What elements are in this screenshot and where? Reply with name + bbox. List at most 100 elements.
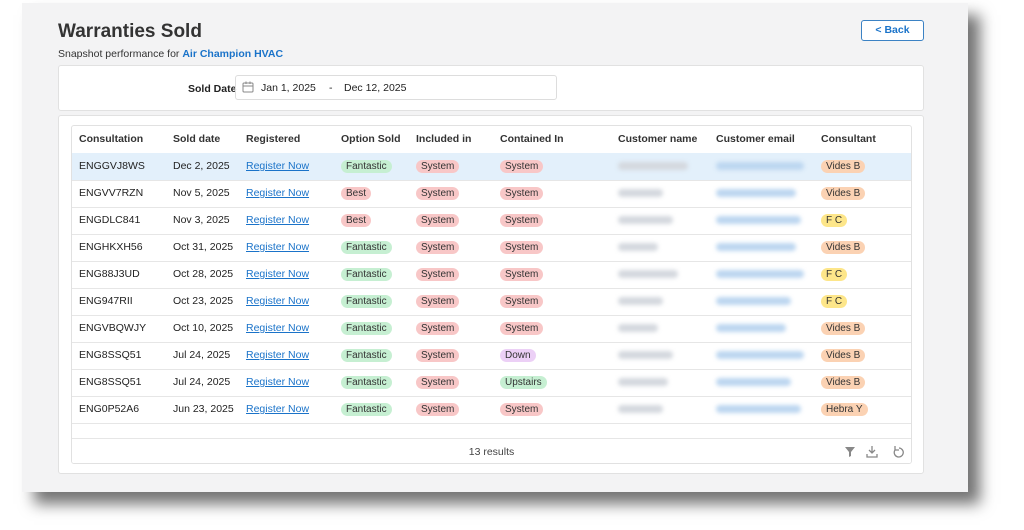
badge: Vides B [821,322,866,335]
table-cell [716,234,796,261]
table-cell: Register Now [246,288,309,315]
badge: System [500,322,544,335]
date-range-input[interactable]: Jan 1, 2025 - Dec 12, 2025 [235,75,557,100]
table-header-row: Consultation Sold date Registered Option So… [72,126,911,154]
table-cell: Fantastic [341,261,392,288]
badge: System [500,160,544,173]
column-header: Registered [246,133,301,145]
table-cell: Jul 24, 2025 [173,376,231,388]
badge: Best [341,214,372,227]
table: Consultation Sold date Registered Option So… [71,125,912,464]
table-row[interactable]: ENGVV7RZN Nov 5, 2025 Register Now Best Syst… [72,180,911,208]
table-cell: Jul 24, 2025 [173,349,231,361]
table-cell [618,342,673,369]
blurred-text [618,405,663,414]
register-link[interactable]: Register Now [246,403,310,415]
badge: System [500,214,544,227]
table-cell: System [416,396,460,423]
table-cell: Upstairs [500,369,547,396]
table-cell [618,180,663,207]
column-header: Consultant [821,133,876,145]
table-card: Consultation Sold date Registered Option So… [58,115,924,474]
badge: System [416,268,460,281]
table-cell: ENGHKXH56 [79,241,143,253]
register-link[interactable]: Register Now [246,241,310,253]
table-cell: Vides B [821,234,866,261]
table-cell: Vides B [821,342,866,369]
column-header: Customer email [716,133,795,145]
table-cell: ENG0P52A6 [79,403,140,415]
table-row[interactable]: ENGVBQWJY Oct 10, 2025 Register Now Fantast… [72,315,911,343]
register-link[interactable]: Register Now [246,349,310,361]
blurred-text [716,162,804,171]
blurred-text [618,270,678,279]
blurred-text [716,405,801,414]
register-link[interactable]: Register Now [246,268,310,280]
table-cell: Oct 31, 2025 [173,241,234,253]
table-row[interactable]: ENGGVJ8WS Dec 2, 2025 Register Now Fantasti… [72,153,911,181]
badge: Vides B [821,376,866,389]
badge: Fantastic [341,295,392,308]
back-button[interactable]: < Back [861,20,924,41]
badge: Best [341,187,372,200]
table-cell: System [416,153,460,180]
blurred-text [716,351,804,360]
badge: System [416,241,460,254]
table-cell [618,315,658,342]
table-cell [618,396,663,423]
register-link[interactable]: Register Now [246,160,310,172]
toolbar-icons[interactable] [844,445,906,458]
table-cell: System [416,288,460,315]
register-link[interactable]: Register Now [246,187,310,199]
table-cell: Best [341,207,372,234]
badge: System [416,322,460,335]
badge: System [500,403,544,416]
badge: F C [821,268,848,281]
table-cell [716,369,791,396]
blurred-text [716,324,786,333]
badge: Down [500,349,536,362]
table-cell [716,396,801,423]
table-cell [716,288,791,315]
badge: System [416,376,460,389]
table-cell: ENGVV7RZN [79,187,144,199]
register-link[interactable]: Register Now [246,376,310,388]
column-header: Consultation [79,133,144,145]
badge: Upstairs [500,376,547,389]
badge: System [500,295,544,308]
results-count: 13 results [468,446,515,458]
blurred-text [716,189,796,198]
start-date: Jan 1, 2025 [261,82,316,94]
table-row[interactable]: ENG8SSQ51 Jul 24, 2025 Register Now Fantast… [72,369,911,397]
table-cell [716,342,804,369]
column-header: Sold date [173,133,221,145]
blurred-text [716,216,801,225]
table-cell: Nov 5, 2025 [173,187,230,199]
table-cell: Best [341,180,372,207]
table-cell: System [500,180,544,207]
badge: System [416,160,460,173]
table-row[interactable]: ENG88J3UD Oct 28, 2025 Register Now Fantast… [72,261,911,289]
subtitle: Snapshot performance for Air Champion HV… [58,48,283,60]
date-separator: - [329,82,333,94]
table-cell: System [416,342,460,369]
table-cell: ENG88J3UD [79,268,140,280]
table-cell: Fantastic [341,342,392,369]
table-row[interactable]: ENGHKXH56 Oct 31, 2025 Register Now Fantast… [72,234,911,262]
table-cell: F C [821,261,848,288]
badge: Vides B [821,187,866,200]
table-row[interactable]: ENG947RII Oct 23, 2025 Register Now Fantast… [72,288,911,316]
register-link[interactable]: Register Now [246,295,310,307]
table-cell: ENG8SSQ51 [79,376,142,388]
badge: System [416,214,460,227]
table-row[interactable]: ENG0P52A6 Jun 23, 2025 Register Now Fantast… [72,396,911,424]
table-cell: System [416,315,460,342]
table-cell: Oct 10, 2025 [173,322,234,334]
register-link[interactable]: Register Now [246,214,310,226]
register-link[interactable]: Register Now [246,322,310,334]
badge: System [416,187,460,200]
table-cell: Dec 2, 2025 [173,160,230,172]
badge: Fantastic [341,322,392,335]
table-row[interactable]: ENGDLC841 Nov 3, 2025 Register Now Best Syst… [72,207,911,235]
table-row[interactable]: ENG8SSQ51 Jul 24, 2025 Register Now Fantast… [72,342,911,370]
